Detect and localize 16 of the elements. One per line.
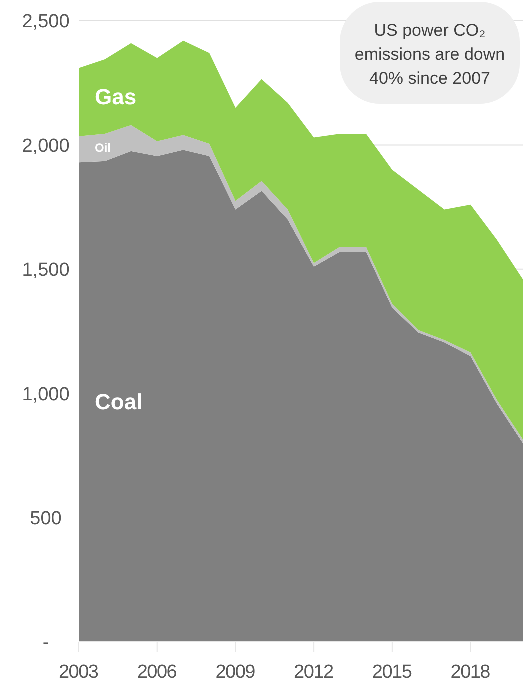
annotation: US power CO₂ emissions are down 40% since 2007 — [354, 21, 506, 88]
y-tick-label: 2,500 — [22, 12, 70, 33]
x-tick-label: 2018 — [450, 662, 491, 683]
y-tick-label: 1,500 — [22, 260, 70, 282]
y-tick-label: 2,000 — [22, 136, 70, 157]
y-tick-label: 1,000 — [22, 384, 70, 406]
x-tick-label: 2009 — [216, 662, 256, 683]
y-tick-label: 500 — [30, 508, 62, 530]
series-label: Coal — [95, 389, 143, 414]
x-tick-label: 2012 — [294, 662, 334, 683]
x-tick-label: 2006 — [137, 662, 178, 683]
series-label: Gas — [95, 84, 137, 110]
x-tick-label: 2015 — [372, 662, 412, 683]
x-tick-label: 2003 — [59, 662, 99, 683]
y-tick-label: - — [42, 632, 50, 654]
series-label: Oil — [95, 140, 112, 155]
